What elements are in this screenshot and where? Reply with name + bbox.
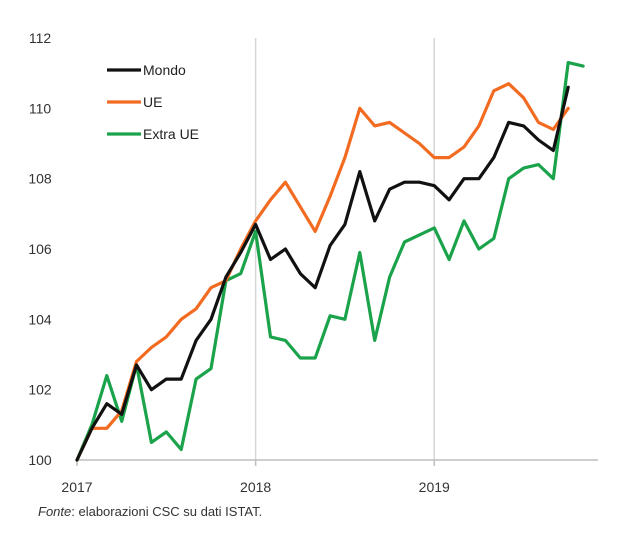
y-tick-label-108: 108 [28,171,52,187]
y-tick-label-102: 102 [28,382,52,398]
y-tick-label-104: 104 [28,311,52,327]
series-line-mondo [75,85,570,462]
x-tick-label-2018: 2018 [240,479,271,495]
chart: 100 102 104 106 108 110 112 2017 2018 2019 Mondo U… [28,30,598,495]
legend-label-extra-ue: Extra UE [143,126,199,142]
axis-layer: 100 102 104 106 108 110 112 2017 2018 2019 [28,30,598,495]
legend: Mondo UE Extra UE [107,62,199,142]
source-prefix: Fonte [38,504,72,519]
y-tick-label-106: 106 [28,241,52,257]
x-tick-label-2019: 2019 [419,479,450,495]
y-tick-label-100: 100 [28,452,52,468]
source-note: Fonte: elaborazioni CSC su dati ISTAT. [38,504,262,519]
y-tick-label-112: 112 [29,30,52,46]
x-tick-label-2017: 2017 [61,479,92,495]
series-line-extra-ue [75,60,585,462]
grid-layer [254,38,436,460]
legend-label-ue: UE [143,94,162,110]
y-tick-label-110: 110 [29,100,52,116]
series-line-ue [75,82,570,462]
series-layer [75,60,585,462]
source-text: : elaborazioni CSC su dati ISTAT. [71,504,263,519]
legend-label-mondo: Mondo [143,62,186,78]
